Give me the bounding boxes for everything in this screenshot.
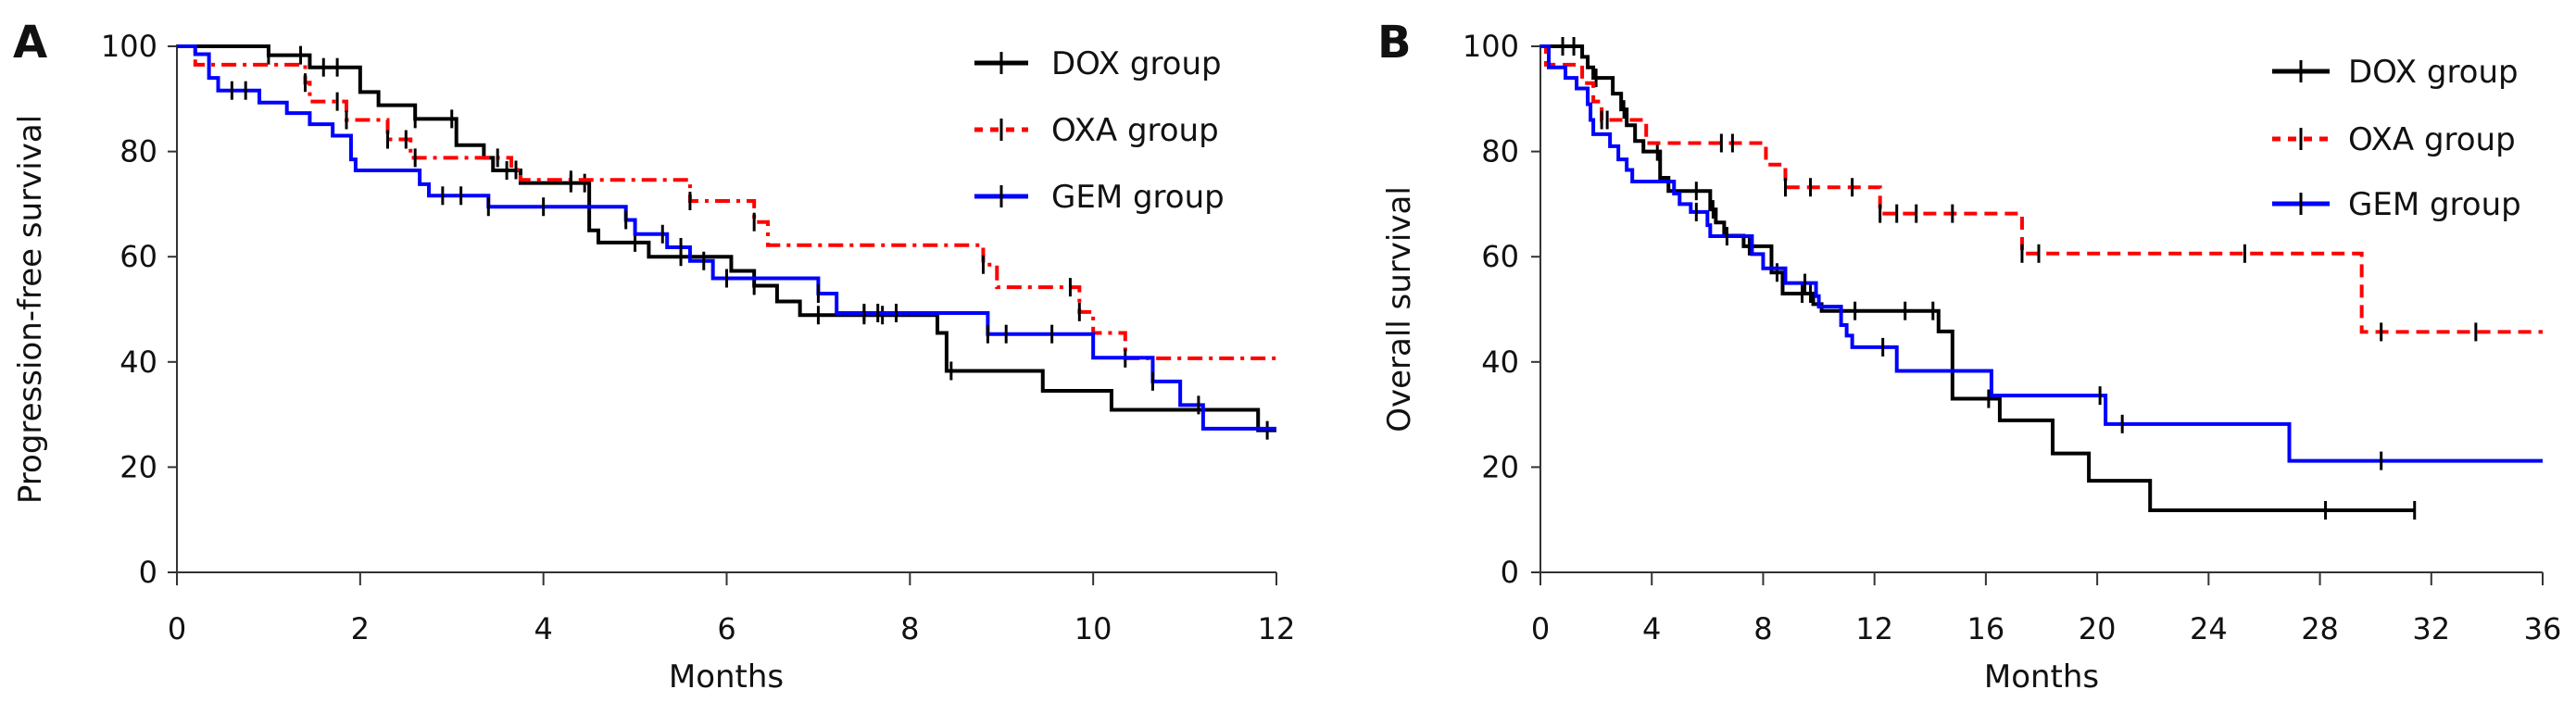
gem-group-curve bbox=[177, 44, 1276, 431]
x-tick-label: 24 bbox=[2190, 611, 2228, 646]
x-tick-label: 6 bbox=[717, 611, 735, 646]
panel-label-b: B bbox=[1377, 17, 1412, 69]
oxa-group-legend-label: OXA group bbox=[1051, 112, 1219, 149]
x-axis-title-b: Months bbox=[1984, 658, 2099, 696]
gem-group-curve bbox=[1540, 44, 2543, 463]
gem-group-legend-label: GEM group bbox=[1051, 179, 1225, 216]
dox-group-legend-label: DOX group bbox=[2348, 54, 2519, 91]
x-tick-label: 4 bbox=[534, 611, 552, 646]
x-tick-label: 2 bbox=[351, 611, 370, 646]
y-tick-label: 40 bbox=[119, 345, 157, 380]
y-tick-label: 20 bbox=[119, 449, 157, 484]
x-tick-label: 10 bbox=[1074, 611, 1112, 646]
x-tick-label: 28 bbox=[2301, 611, 2339, 646]
y-axis-title-a: Progression-free survival bbox=[12, 115, 49, 504]
x-tick-label: 32 bbox=[2412, 611, 2450, 646]
panel-label-a: A bbox=[13, 17, 47, 69]
oxa-group-curve bbox=[177, 44, 1276, 360]
y-tick-label: 0 bbox=[1501, 555, 1519, 590]
oxa-group-curve bbox=[1540, 44, 2543, 334]
y-axis-title-b: Overall survival bbox=[1381, 186, 1418, 432]
y-tick-label: 100 bbox=[1463, 29, 1519, 64]
x-tick-label: 20 bbox=[2079, 611, 2117, 646]
x-tick-label: 36 bbox=[2524, 611, 2562, 646]
y-tick-label: 0 bbox=[139, 555, 157, 590]
y-tick-label: 60 bbox=[119, 239, 157, 274]
x-tick-label: 12 bbox=[1855, 611, 1893, 646]
oxa-group-legend-label: OXA group bbox=[2348, 121, 2516, 158]
dox-group-legend-label: DOX group bbox=[1051, 45, 1222, 82]
x-tick-label: 0 bbox=[1531, 611, 1550, 646]
x-tick-label: 12 bbox=[1258, 611, 1296, 646]
x-tick-label: 8 bbox=[1753, 611, 1772, 646]
y-tick-label: 40 bbox=[1481, 345, 1519, 380]
gem-group-legend-label: GEM group bbox=[2348, 186, 2521, 223]
x-tick-label: 8 bbox=[900, 611, 919, 646]
y-tick-label: 60 bbox=[1481, 239, 1519, 274]
panel-b-os-chart: B Overall survival Months 0 20 40 60 80 100 0 4… bbox=[1377, 17, 2561, 696]
dox-group-curve bbox=[177, 44, 1276, 432]
x-tick-label: 16 bbox=[1967, 611, 2005, 646]
y-tick-label: 20 bbox=[1481, 449, 1519, 484]
x-tick-label: 4 bbox=[1642, 611, 1661, 646]
dox-group-curve bbox=[1540, 44, 2415, 512]
y-tick-label: 100 bbox=[101, 29, 157, 64]
y-tick-label: 80 bbox=[1481, 134, 1519, 169]
x-tick-label: 0 bbox=[168, 611, 186, 646]
y-tick-label: 80 bbox=[119, 134, 157, 169]
x-axis-title-a: Months bbox=[669, 658, 784, 696]
panel-a-pfs-chart: A Progression-free survival Months 02040… bbox=[12, 17, 1295, 696]
